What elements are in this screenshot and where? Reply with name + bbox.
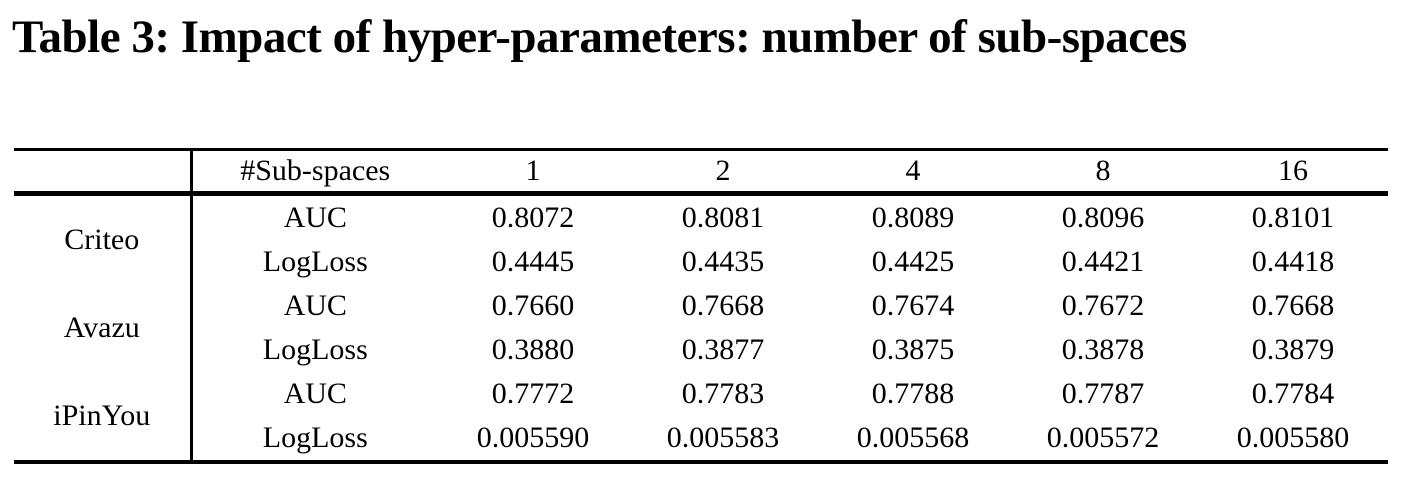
metric-label: LogLoss (262, 245, 368, 278)
metric-value: 0.3879 (1251, 333, 1335, 366)
metric-value: 0.005590 (476, 421, 590, 454)
metric-value: 0.7787 (1061, 377, 1145, 410)
metric-value: 0.3880 (491, 333, 575, 366)
metric-value: 0.7783 (681, 377, 765, 410)
dataset-label-criteo: Criteo (14, 193, 193, 284)
dataset-label-ipinyou: iPinYou (14, 372, 193, 462)
metric-value: 0.4421 (1061, 245, 1145, 278)
table-container: #Sub-spaces 1 2 4 8 16 Criteo AUC 0.8072… (14, 148, 1388, 464)
metric-value: 0.4425 (871, 245, 955, 278)
metric-value: 0.7672 (1061, 289, 1145, 322)
table-row: LogLoss 0.005590 0.005583 0.005568 0.005… (14, 416, 1388, 462)
table-row: Criteo AUC 0.8072 0.8081 0.8089 0.8096 0… (14, 193, 1388, 284)
column-header-2: 2 (628, 149, 818, 196)
metric-value: 0.005580 (1236, 421, 1350, 454)
column-header-16: 16 (1198, 149, 1388, 196)
metric-value: 0.4445 (491, 245, 575, 278)
metric-value: 0.7668 (1251, 289, 1335, 322)
dataset-label-avazu: Avazu (14, 284, 193, 372)
metric-value: 0.005572 (1046, 421, 1160, 454)
metric-value: 0.8096 (1061, 201, 1145, 234)
metric-value: 0.8072 (491, 201, 575, 234)
metric-label: AUC (283, 201, 347, 234)
metric-label: AUC (283, 289, 347, 322)
table-caption: Table 3: Impact of hyper-parameters: num… (12, 11, 1187, 63)
metric-value: 0.7772 (491, 377, 575, 410)
metric-value: 0.7674 (871, 289, 955, 322)
table-row: Avazu AUC 0.7660 0.7668 0.7674 0.7672 0.… (14, 284, 1388, 372)
hyperparameters-table: #Sub-spaces 1 2 4 8 16 Criteo AUC 0.8072… (14, 148, 1388, 464)
metric-value: 0.3878 (1061, 333, 1145, 366)
metric-value: 0.4418 (1251, 245, 1335, 278)
metric-value: 0.005568 (856, 421, 970, 454)
metric-value: 0.3877 (681, 333, 765, 366)
table-row: LogLoss 0.4445 0.4435 0.4425 0.4421 0.44… (14, 240, 1388, 284)
subspaces-header-label: #Sub-spaces (191, 149, 438, 196)
metric-value: 0.7784 (1251, 377, 1335, 410)
metric-value: 0.005583 (666, 421, 780, 454)
metric-value: 0.8101 (1251, 201, 1335, 234)
metric-label: LogLoss (262, 333, 368, 366)
metric-value: 0.7660 (491, 289, 575, 322)
table-row: LogLoss 0.3880 0.3877 0.3875 0.3878 0.38… (14, 328, 1388, 372)
metric-label: LogLoss (262, 421, 368, 454)
column-header-1: 1 (438, 149, 628, 196)
metric-label: AUC (283, 377, 347, 410)
metric-value: 0.3875 (871, 333, 955, 366)
metric-value: 0.7668 (681, 289, 765, 322)
metric-value: 0.8081 (681, 201, 765, 234)
metric-value: 0.7788 (871, 377, 955, 410)
column-header-4: 4 (818, 149, 1008, 196)
header-row: #Sub-spaces 1 2 4 8 16 (14, 149, 1388, 196)
metric-value: 0.8089 (871, 201, 955, 234)
corner-cell (14, 149, 193, 196)
column-header-8: 8 (1008, 149, 1198, 196)
metric-value: 0.4435 (681, 245, 765, 278)
table-row: iPinYou AUC 0.7772 0.7783 0.7788 0.7787 … (14, 372, 1388, 462)
